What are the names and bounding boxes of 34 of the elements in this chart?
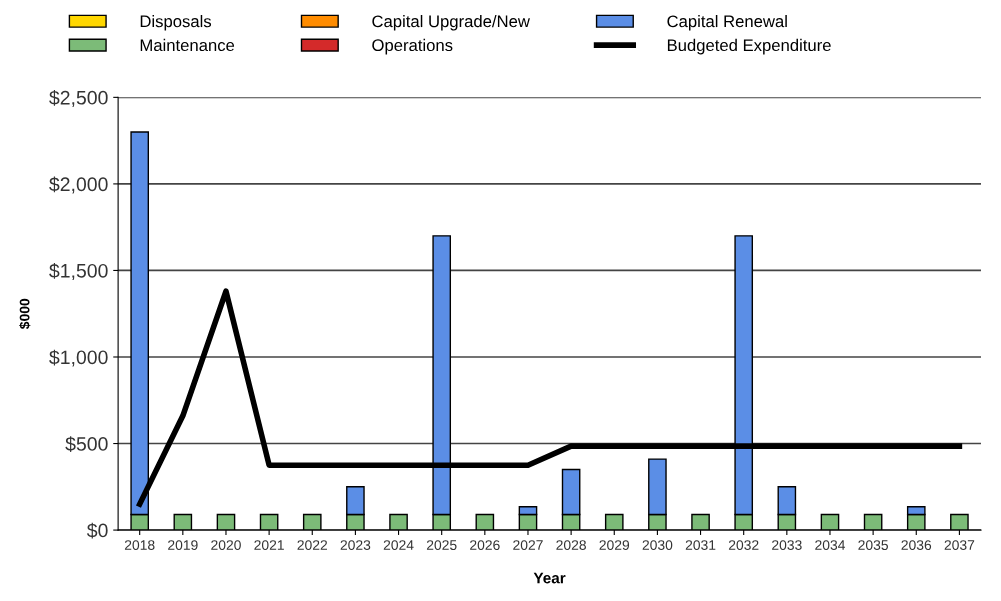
x-tick-label: 2033 [772,540,802,551]
legend-label: Maintenance [140,38,235,52]
legend-label: Capital Upgrade/New [372,15,530,31]
x-tick-label: 2019 [168,540,198,551]
x-tick-label: 2035 [858,540,888,551]
x-axis-title: Year [533,572,566,584]
y-tick-label: $500 [65,436,108,452]
y-tick-label: $1,000 [49,349,108,367]
y-tick-label: $2,000 [49,176,108,194]
y-axis-title: $000 [19,298,31,329]
x-tick-label: 2020 [211,540,241,551]
x-tick-label: 2029 [599,540,630,551]
x-tick-label: 2034 [815,540,846,551]
x-tick-label: 2028 [556,540,586,551]
y-tick-label: $2,500 [49,90,108,107]
x-tick-label: 2030 [642,540,673,551]
x-tick-label: 2032 [728,540,759,551]
x-tick-label: 2036 [901,540,932,551]
x-tick-label: 2027 [513,540,543,551]
x-tick-label: 2031 [685,540,716,551]
y-tick-label: $0 [86,522,108,539]
legend-label: Disposals [140,15,212,31]
y-tick-label: $1,500 [49,263,108,280]
x-tick-label: 2022 [297,540,328,551]
legend-label: Operations [372,38,453,55]
x-tick-label: 2037 [944,540,975,551]
x-tick-label: 2025 [426,540,457,551]
legend-label: Budgeted Expenditure [667,38,831,55]
x-tick-label: 2026 [470,540,500,551]
x-tick-label: 2023 [340,540,371,551]
x-tick-label: 2021 [254,540,284,551]
x-tick-label: 2024 [383,540,414,551]
x-tick-label: 2018 [124,540,155,551]
legend-label: Capital Renewal [667,15,787,31]
